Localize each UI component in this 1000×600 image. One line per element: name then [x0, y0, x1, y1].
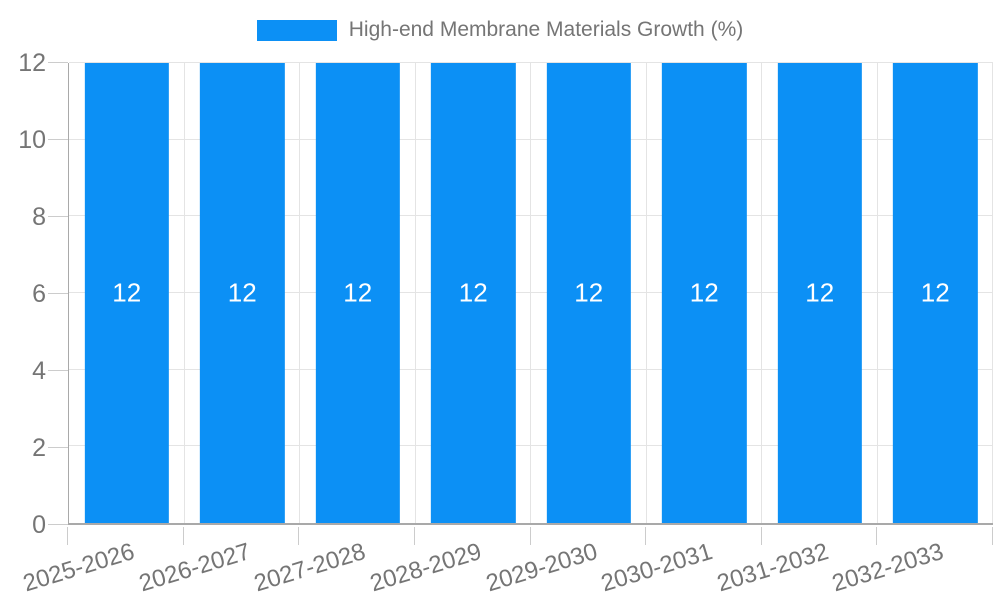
bar-2032-2033[interactable]: 12 [893, 63, 978, 523]
h-gridline [69, 215, 993, 217]
bar-2026-2027[interactable]: 12 [200, 63, 285, 523]
bar-value-label: 12 [689, 277, 719, 308]
x-tick-mark [67, 527, 68, 545]
x-tick-label: 2030-2031 [598, 538, 716, 598]
x-tick-mark [298, 527, 300, 545]
bar-value-label: 12 [343, 277, 373, 308]
h-gridline [69, 368, 993, 370]
x-tick-label: 2026-2027 [135, 538, 254, 598]
bar-slot: 12 [69, 63, 185, 523]
bar-value-label: 12 [227, 277, 257, 308]
h-gridline [69, 445, 993, 447]
bar-slot: 12 [185, 63, 301, 523]
bar-slot: 12 [416, 63, 532, 523]
y-tick-label: 8 [32, 202, 46, 231]
bar-2028-2029[interactable]: 12 [431, 63, 516, 523]
bar-value-label: 12 [920, 277, 950, 308]
v-gridline [183, 63, 185, 523]
y-tick-label: 0 [32, 511, 46, 539]
plot-area: 12 12 12 12 12 12 12 12 [68, 62, 993, 525]
bar-slot: 12 [762, 63, 878, 523]
v-gridline [761, 63, 762, 523]
bar-value-label: 12 [458, 277, 488, 308]
legend-item[interactable]: High-end Membrane Materials Growth (%) [256, 18, 744, 42]
legend-swatch [256, 19, 337, 41]
x-tick-mark [645, 527, 647, 545]
bar-slot: 12 [300, 63, 416, 523]
bar-value-label: 12 [574, 277, 604, 308]
bar-slot: 12 [878, 63, 994, 523]
y-tick-mark [48, 369, 68, 371]
h-gridline [69, 292, 993, 293]
legend-label: High-end Membrane Materials Growth (%) [348, 18, 744, 41]
x-tick-label: 2032-2033 [829, 538, 948, 598]
y-tick-mark [48, 293, 68, 294]
bar-value-label: 12 [805, 277, 835, 308]
h-gridline [69, 138, 993, 140]
bar-value-label: 12 [112, 277, 142, 308]
bar-2031-2032[interactable]: 12 [777, 63, 862, 523]
v-gridline [530, 63, 531, 523]
x-tick-mark [413, 527, 415, 545]
y-tick-label: 10 [18, 125, 46, 154]
v-gridline [992, 63, 993, 523]
y-tick-label: 6 [32, 280, 46, 308]
y-tick-mark [48, 138, 68, 140]
h-gridline [69, 62, 993, 63]
v-gridline [414, 63, 416, 523]
bar-2027-2028[interactable]: 12 [315, 63, 400, 523]
x-tick-label: 2029-2030 [482, 538, 601, 598]
x-axis: 2025-2026 2026-2027 2027-2028 2028-2029 2029… [20, 525, 993, 600]
bar-2030-2031[interactable]: 12 [662, 63, 747, 523]
x-tick-mark [876, 527, 878, 545]
x-tick-label: 2028-2029 [366, 538, 485, 598]
x-tick-mark [992, 527, 993, 545]
y-tick-mark [48, 524, 68, 525]
x-tick-label: 2031-2032 [713, 538, 832, 598]
y-tick-label: 12 [18, 49, 46, 77]
x-tick-mark [760, 527, 762, 545]
bar-2029-2030[interactable]: 12 [546, 63, 631, 523]
y-tick-label: 4 [32, 356, 46, 385]
x-tick-label: 2027-2028 [251, 538, 369, 598]
chart-legend: High-end Membrane Materials Growth (%) [0, 18, 1000, 42]
y-tick-mark [48, 447, 68, 448]
y-tick-mark [48, 215, 68, 217]
bar-2025-2026[interactable]: 12 [84, 63, 169, 523]
y-axis: 0 2 4 6 8 10 12 [0, 49, 68, 539]
x-tick-mark [182, 527, 184, 545]
bars-container: 12 12 12 12 12 12 12 12 [69, 63, 993, 523]
y-tick-label: 2 [32, 434, 46, 462]
y-tick-mark [48, 62, 68, 63]
x-tick-label: 2025-2026 [20, 538, 138, 598]
bar-slot: 12 [647, 63, 763, 523]
x-tick-mark [529, 527, 531, 545]
v-gridline [876, 63, 878, 523]
bar-slot: 12 [531, 63, 647, 523]
v-gridline [645, 63, 647, 523]
v-gridline [299, 63, 300, 523]
